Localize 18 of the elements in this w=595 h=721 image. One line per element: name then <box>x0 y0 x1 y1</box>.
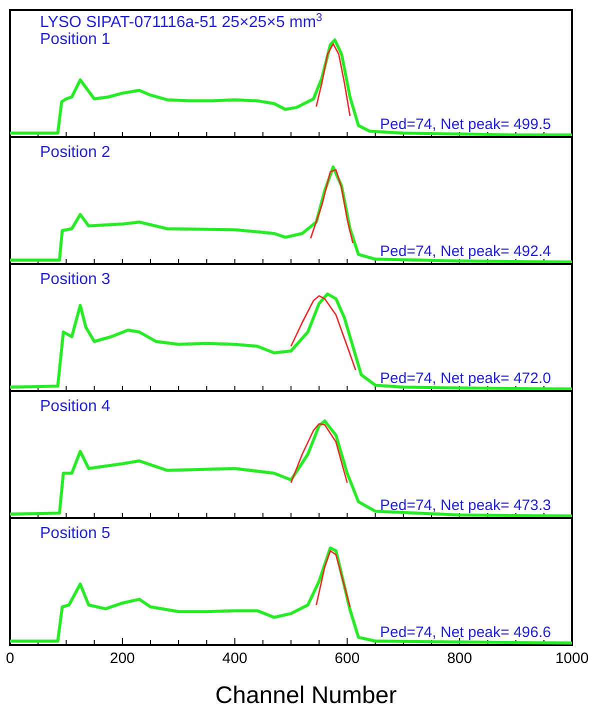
x-tick-label: 200 <box>110 650 135 667</box>
annotation: Ped=74, Net peak= 492.4 <box>380 243 551 260</box>
x-tick-label: 0 <box>6 650 14 667</box>
annotation: Ped=74, Net peak= 499.5 <box>380 116 551 133</box>
annotation: Position 1 <box>40 31 110 48</box>
x-axis-title: Channel Number <box>215 682 397 709</box>
x-tick-label: 800 <box>447 650 472 667</box>
annotation: Ped=74, Net peak= 496.6 <box>380 624 551 641</box>
x-tick-label: 1000 <box>555 650 589 667</box>
text: Position 3 <box>40 271 110 288</box>
annotation: Ped=74, Net peak= 472.0 <box>380 370 551 387</box>
chart-title: LYSO SIPAT-071116a-51 25×25×5 mm$^{3}$ <box>40 12 322 31</box>
text: Position 4 <box>40 398 110 415</box>
text: Position 2 <box>40 144 110 161</box>
x-tick-label: 400 <box>222 650 248 667</box>
x-tick-label: 600 <box>334 650 360 667</box>
annotation: Ped=74, Net peak= 473.3 <box>380 497 551 514</box>
text: Position 5 <box>40 525 110 542</box>
